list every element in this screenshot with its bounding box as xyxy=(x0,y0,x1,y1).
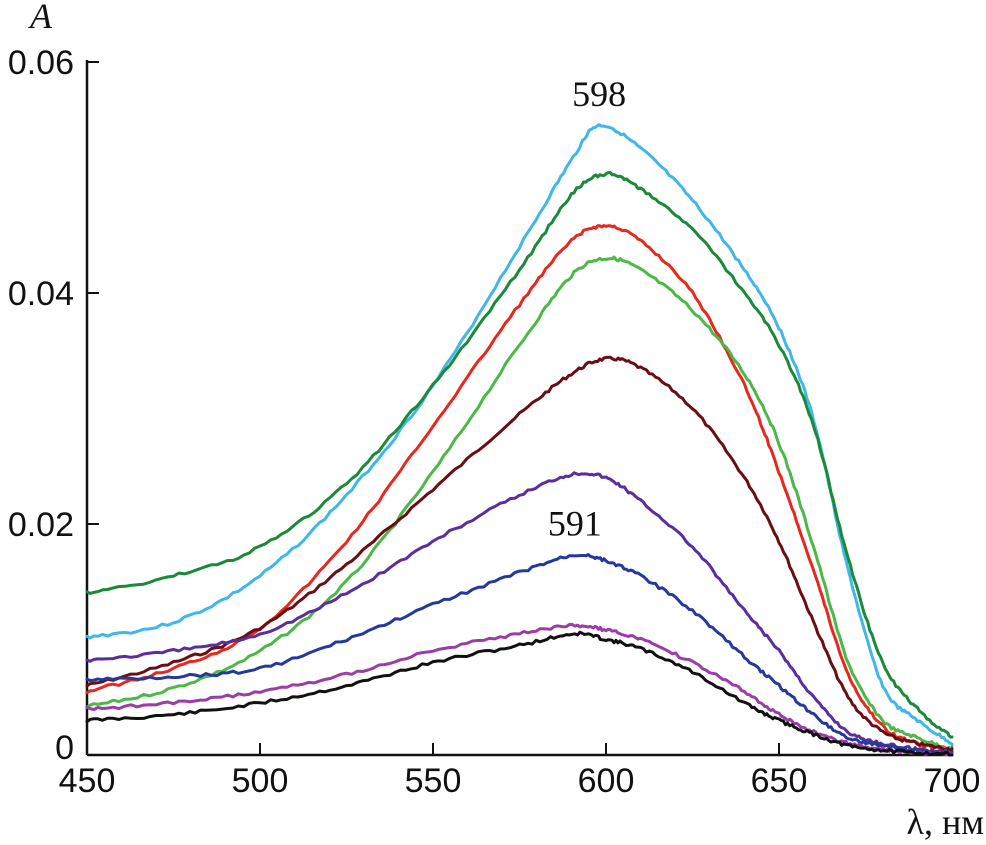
y-tick-label: 0.04 xyxy=(8,275,74,313)
labels: 450 500 550 600 650 700 0 0.02 0.04 0.06 Aλ, нм 598… xyxy=(8,0,984,842)
x-tick-label: 450 xyxy=(59,762,116,800)
y-tick-label: 0.06 xyxy=(8,44,74,82)
spectrum-line-9 xyxy=(85,630,954,757)
y-tick-label: 0.02 xyxy=(8,506,74,544)
x-tick-label: 550 xyxy=(405,762,462,800)
spectrum-line-2 xyxy=(85,171,954,739)
peak-annotation: 591 xyxy=(548,504,602,544)
spectrum-line-7 xyxy=(85,553,954,756)
peak-annotation: 598 xyxy=(572,74,626,114)
x-tick-label: 500 xyxy=(232,762,289,800)
y-tick-label: 0 xyxy=(55,729,74,767)
x-tick-label: 600 xyxy=(578,762,635,800)
series-group xyxy=(85,123,954,757)
spectrum-line-5 xyxy=(85,355,954,752)
axes xyxy=(85,60,953,757)
spectrum-line-6 xyxy=(85,471,954,755)
x-tick-label: 700 xyxy=(924,762,981,800)
x-tick-label: 650 xyxy=(751,762,808,800)
spectrum-line-8 xyxy=(85,622,954,757)
y-axis-title: A xyxy=(28,0,53,36)
spectrum-line-3 xyxy=(85,224,954,752)
x-axis-title: λ, нм xyxy=(906,802,984,842)
spectrum-line-1 xyxy=(85,123,954,747)
